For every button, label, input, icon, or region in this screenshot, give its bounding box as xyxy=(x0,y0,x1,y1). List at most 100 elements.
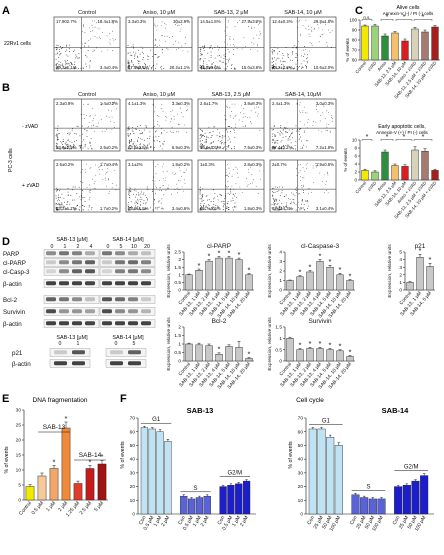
y-tick-label: 2 xyxy=(279,269,282,275)
quadrant-lower-right: 7.5±0.3% xyxy=(244,145,262,150)
flow-dot xyxy=(164,23,166,24)
flow-dot xyxy=(299,104,301,106)
blot-band xyxy=(59,269,69,274)
flow-plot-title: Aniso, 10 μM xyxy=(143,92,176,98)
flow-dot xyxy=(56,136,58,138)
flow-dot xyxy=(221,195,223,196)
bar xyxy=(148,428,156,515)
flow-dot xyxy=(67,207,69,209)
flow-dot xyxy=(273,209,275,211)
flow-dot xyxy=(276,199,278,201)
flow-dot xyxy=(271,139,273,141)
flow-dot xyxy=(67,139,69,141)
significance-star: * xyxy=(248,349,251,358)
bar xyxy=(411,149,419,181)
flow-dot xyxy=(303,208,305,210)
flow-dot xyxy=(274,186,276,188)
flow-dot xyxy=(287,55,289,57)
flow-dot xyxy=(307,205,309,207)
flow-dot xyxy=(93,183,95,185)
flow-dot xyxy=(274,191,276,193)
flow-dot xyxy=(56,145,58,146)
flow-dot xyxy=(321,131,323,133)
flow-dot xyxy=(232,207,234,209)
flow-dot xyxy=(57,209,59,211)
flow-dot xyxy=(206,195,208,197)
flow-dot xyxy=(114,101,115,103)
flow-dot xyxy=(288,66,290,68)
flow-dot xyxy=(128,134,130,136)
flow-dot xyxy=(173,118,175,120)
significance-star: * xyxy=(218,345,221,354)
y-tick-label: 1 xyxy=(178,342,181,348)
flow-dot xyxy=(272,58,273,60)
flow-dot xyxy=(256,34,258,36)
flow-dot xyxy=(302,25,304,26)
significance-star: * xyxy=(65,414,68,423)
flow-dot xyxy=(142,131,144,133)
flow-dot xyxy=(86,136,88,138)
flow-dot xyxy=(136,201,138,203)
flow-dot xyxy=(61,204,63,206)
flow-dot xyxy=(69,48,70,50)
y-tick-label: 50 xyxy=(298,443,304,449)
flow-dot xyxy=(305,20,307,21)
panel-e-title: DNA fragmentation xyxy=(33,397,88,404)
flow-dot xyxy=(250,121,251,123)
flow-dot xyxy=(127,66,129,68)
significance-star: * xyxy=(422,134,425,141)
flow-dot xyxy=(143,202,144,204)
band-label: cl-PARP xyxy=(3,260,26,267)
flow-dot xyxy=(234,202,236,204)
bar xyxy=(308,428,317,515)
flow-dot xyxy=(136,66,138,68)
flow-dot xyxy=(300,164,301,166)
flow-dot xyxy=(200,68,202,70)
flow-dot xyxy=(57,133,59,135)
flow-dot xyxy=(257,44,258,45)
flow-dot xyxy=(93,50,95,51)
flow-dot xyxy=(81,125,83,127)
flow-dot xyxy=(84,168,86,170)
flow-dot xyxy=(146,199,148,201)
flow-dot xyxy=(299,102,301,103)
flow-dot xyxy=(132,143,134,145)
flow-dot xyxy=(56,48,58,50)
flow-dot xyxy=(291,133,293,135)
flow-dot xyxy=(306,67,307,69)
flow-dot xyxy=(80,67,82,69)
flow-dot xyxy=(274,50,275,52)
flow-dot xyxy=(154,207,156,209)
flow-dot xyxy=(306,163,308,164)
flow-dot xyxy=(279,127,281,129)
flow-dot xyxy=(57,53,59,55)
flow-dot xyxy=(248,169,249,171)
flow-dot xyxy=(178,124,180,126)
flow-dot xyxy=(277,68,279,70)
flow-dot xyxy=(99,36,100,38)
flow-dot xyxy=(63,197,65,199)
blot-band xyxy=(85,297,95,302)
flow-dot xyxy=(186,132,188,133)
flow-dot xyxy=(133,141,135,143)
flow-dot xyxy=(301,207,303,209)
flow-dot xyxy=(282,133,284,135)
y-tick-label: 5 xyxy=(18,483,21,489)
flow-dot xyxy=(306,167,308,169)
flow-dot xyxy=(129,140,131,142)
flow-dot xyxy=(172,109,174,111)
flow-dot xyxy=(285,136,287,138)
flow-dot xyxy=(89,184,91,186)
flow-dot xyxy=(80,199,82,201)
panel-f-title: Cell cycle xyxy=(296,397,324,404)
flow-dot xyxy=(98,122,99,124)
flow-dot xyxy=(135,128,137,130)
blot-band xyxy=(46,260,56,265)
flow-dot xyxy=(275,135,277,137)
bar xyxy=(286,338,294,362)
flow-dot xyxy=(137,60,139,62)
flow-dot xyxy=(233,146,235,148)
